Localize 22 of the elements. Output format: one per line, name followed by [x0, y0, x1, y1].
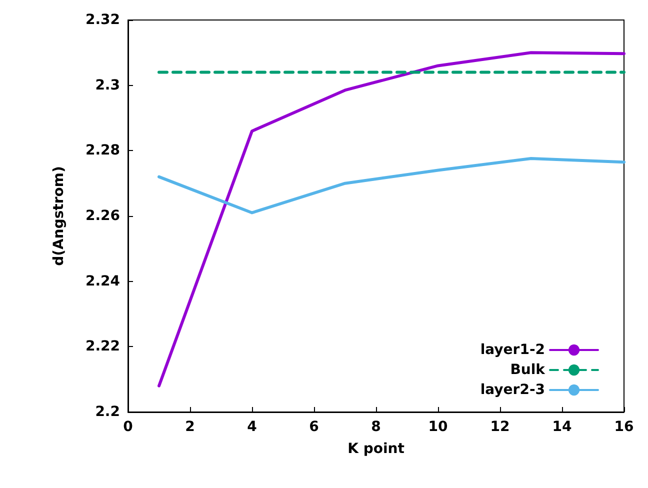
y-tick-label: 2.2 [95, 404, 120, 420]
x-tick-label: 12 [490, 419, 510, 435]
y-tick-label: 2.24 [85, 273, 120, 290]
x-tick-label: 16 [614, 419, 634, 435]
x-tick-label: 14 [552, 419, 572, 435]
y-tick-label: 2.26 [85, 208, 120, 224]
legend-label: Bulk [510, 362, 546, 378]
x-tick-label: 6 [309, 419, 319, 435]
x-tick-label: 4 [247, 419, 258, 435]
x-tick-label: 2 [185, 419, 195, 435]
y-tick-label: 2.28 [85, 142, 120, 159]
x-axis-title: K point [348, 441, 405, 457]
y-axis-title: d(Angstrom) [51, 166, 67, 266]
x-tick-label: 8 [371, 419, 381, 435]
x-tick-label: 0 [123, 419, 134, 435]
line-series [158, 157, 626, 214]
y-tick-label: 2.3 [95, 77, 120, 94]
legend-label: layer1-2 [480, 342, 545, 358]
x-tick-label: 10 [428, 419, 448, 435]
y-tick-label: 2.32 [85, 12, 120, 28]
legend-label: layer2-3 [480, 382, 545, 398]
y-tick-label: 2.22 [85, 338, 120, 355]
